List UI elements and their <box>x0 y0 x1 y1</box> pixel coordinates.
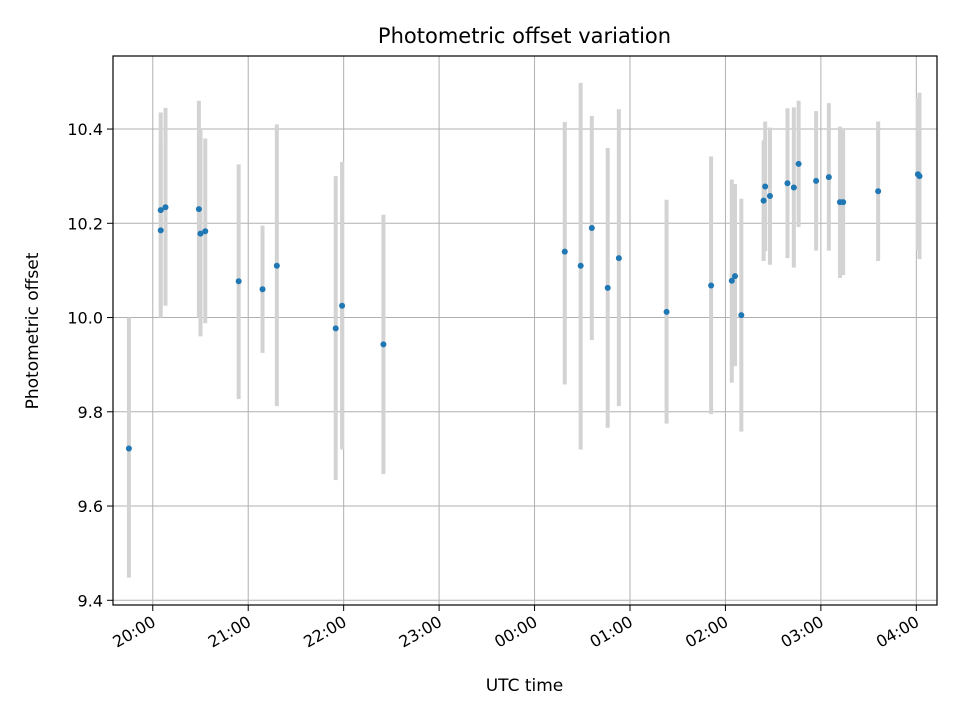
data-point <box>813 177 820 184</box>
chart-title: Photometric offset variation <box>378 24 671 48</box>
x-tick-label: 23:00 <box>396 612 445 652</box>
x-axis-label: UTC time <box>486 676 564 696</box>
y-tick-label: 10.0 <box>67 309 103 328</box>
data-points <box>125 160 923 452</box>
data-point <box>615 255 622 262</box>
data-point <box>708 282 715 289</box>
data-point <box>766 192 773 199</box>
data-point <box>784 180 791 187</box>
x-tick-label: 01:00 <box>587 612 636 652</box>
y-tick-label: 10.2 <box>67 214 103 233</box>
data-point <box>588 225 595 232</box>
grid-lines <box>113 56 937 605</box>
data-point <box>738 312 745 319</box>
data-point <box>790 184 797 191</box>
data-point <box>663 308 670 315</box>
plot-frame <box>112 55 938 606</box>
data-point <box>762 183 769 190</box>
y-axis-ticks: 9.4 9.6 9.8 10.0 10.2 10.4 <box>67 120 113 610</box>
data-point <box>561 248 568 255</box>
data-point <box>157 207 164 214</box>
data-point <box>235 278 242 285</box>
x-tick-label: 03:00 <box>777 612 826 652</box>
data-point <box>825 174 832 181</box>
data-point <box>731 273 738 280</box>
data-point <box>728 277 735 284</box>
x-tick-label: 02:00 <box>682 612 731 652</box>
y-tick-label: 9.8 <box>78 403 103 422</box>
data-point <box>760 197 767 204</box>
x-tick-label: 04:00 <box>873 612 922 652</box>
x-tick-label: 21:00 <box>205 612 254 652</box>
data-point <box>273 262 280 269</box>
x-axis-ticks: 20:00 21:00 22:00 23:00 00:00 01:00 02:00 03:00… <box>109 605 922 652</box>
y-tick-label: 10.4 <box>67 120 103 139</box>
data-point <box>577 262 584 269</box>
y-axis-label: Photometric offset <box>23 252 43 409</box>
x-tick-label: 20:00 <box>109 612 158 652</box>
data-point <box>604 284 611 291</box>
data-point <box>840 199 847 206</box>
error-bars <box>126 82 922 578</box>
data-point <box>916 173 923 180</box>
data-point <box>380 341 387 348</box>
data-point <box>259 286 266 293</box>
data-point <box>339 302 346 309</box>
data-point <box>332 325 339 332</box>
x-tick-label: 00:00 <box>491 612 540 652</box>
y-tick-label: 9.4 <box>78 591 103 610</box>
x-tick-label: 22:00 <box>300 612 349 652</box>
data-point <box>162 204 169 211</box>
y-tick-label: 9.6 <box>78 497 103 516</box>
data-point <box>195 206 202 213</box>
data-point <box>125 445 132 452</box>
data-point <box>875 188 882 195</box>
data-point <box>157 227 164 234</box>
data-point <box>202 228 209 235</box>
data-point <box>197 230 204 237</box>
data-point <box>795 160 802 167</box>
